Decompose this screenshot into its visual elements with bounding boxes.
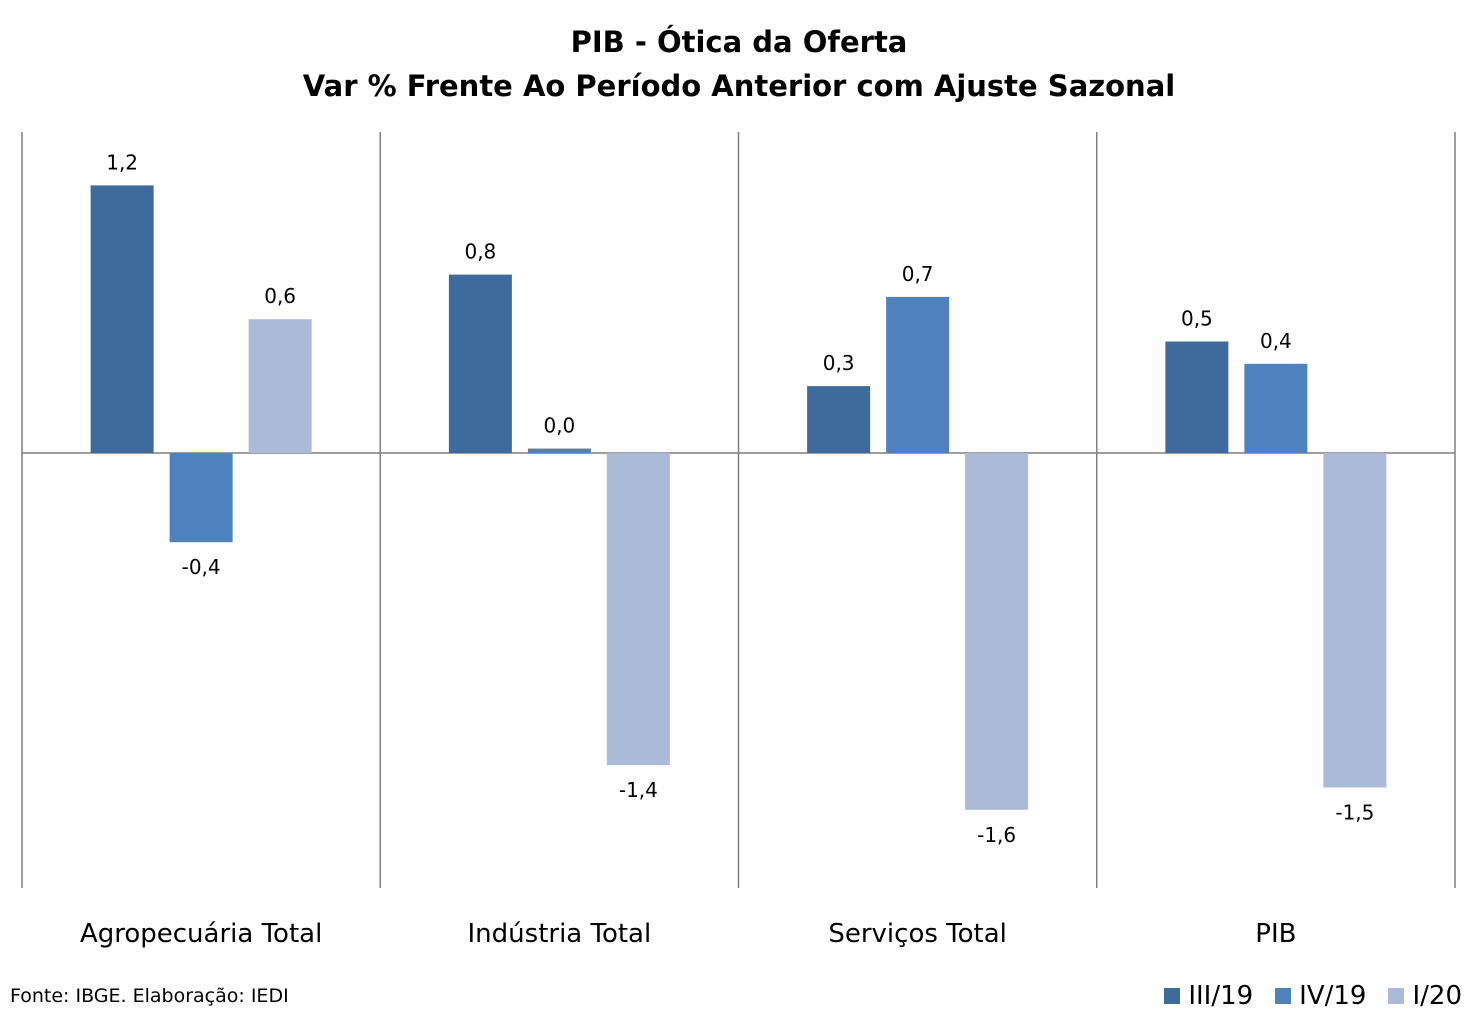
data-label-iii19-0: 1,2: [106, 150, 138, 174]
data-label-iii19-3: 0,5: [1181, 307, 1213, 331]
category-label-2: Serviços Total: [828, 919, 1007, 949]
data-label-iv19-2: 0,7: [902, 262, 934, 286]
bar-iii19-2: [807, 386, 871, 453]
legend-label-iv19: IV/19: [1299, 981, 1367, 1011]
bar-iii19-3: [1165, 341, 1229, 453]
bar-i20-3: [1323, 453, 1387, 788]
legend-swatch-i20: [1388, 988, 1405, 1004]
bar-iii19-0: [90, 185, 154, 453]
legend-label-iii19: III/19: [1188, 981, 1254, 1011]
data-label-i20-2: -1,6: [977, 823, 1016, 847]
bar-iv19-0: [169, 453, 233, 543]
bar-iv19-2: [886, 296, 950, 453]
category-label-3: PIB: [1255, 919, 1296, 949]
legend-item-iv19: IV/19: [1275, 980, 1366, 1012]
bar-iii19-1: [448, 274, 512, 453]
data-label-iv19-0: -0,4: [182, 555, 221, 579]
legend-item-iii19: III/19: [1164, 980, 1253, 1012]
bar-i20-1: [606, 453, 670, 766]
data-label-iv19-3: 0,4: [1260, 329, 1292, 353]
chart-title: PIB - Ótica da Oferta: [570, 25, 908, 59]
chart-legend: III/19 IV/19 I/20: [1142, 980, 1462, 1012]
bar-iv19-1: [527, 448, 591, 453]
legend-swatch-iii19: [1164, 988, 1181, 1004]
data-label-iii19-2: 0,3: [823, 351, 855, 375]
chart-title-block: PIB - Ótica da Oferta Var % Frente Ao Pe…: [0, 20, 1478, 108]
category-label-0: Agropecuária Total: [80, 919, 322, 949]
data-label-i20-1: -1,4: [619, 778, 658, 802]
legend-label-i20: I/20: [1412, 981, 1462, 1011]
data-label-iv19-1: 0,0: [543, 414, 575, 438]
data-label-i20-0: 0,6: [264, 284, 296, 308]
data-label-iii19-1: 0,8: [464, 240, 496, 264]
bar-i20-0: [248, 319, 312, 453]
legend-swatch-iv19: [1275, 988, 1292, 1004]
category-label-1: Indústria Total: [468, 919, 652, 949]
legend-item-i20: I/20: [1388, 980, 1462, 1012]
data-label-i20-3: -1,5: [1335, 801, 1374, 825]
chart-subtitle: Var % Frente Ao Período Anterior com Aju…: [302, 69, 1176, 103]
bar-i20-2: [965, 453, 1029, 810]
source-note: Fonte: IBGE. Elaboração: IEDI: [10, 985, 289, 1007]
bar-iv19-3: [1244, 363, 1308, 453]
